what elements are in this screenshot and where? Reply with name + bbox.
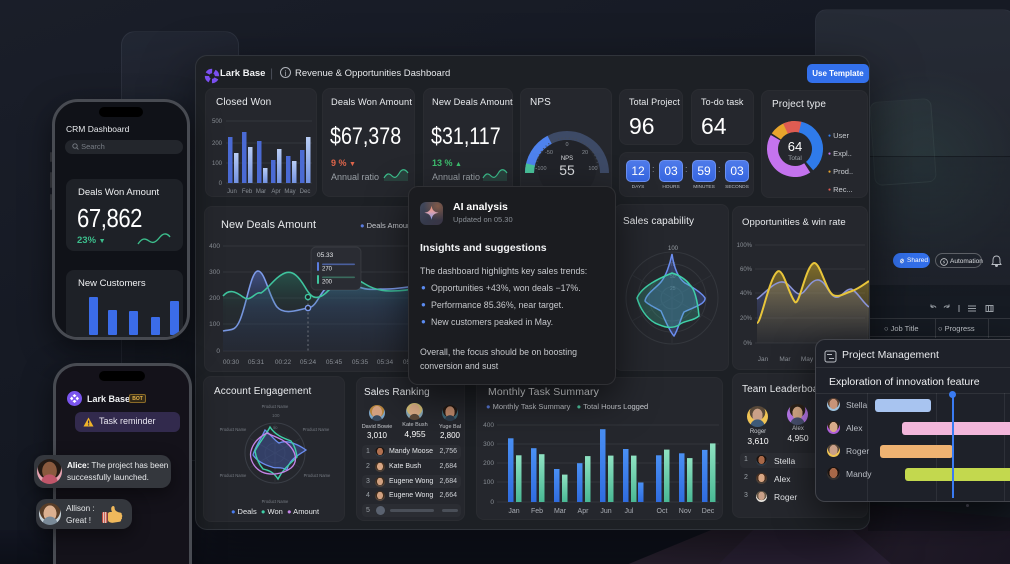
svg-text:100: 100: [668, 246, 679, 252]
svg-text:40%: 40%: [740, 291, 753, 297]
svg-text:0: 0: [565, 142, 568, 148]
svg-text:0%: 0%: [743, 341, 752, 347]
svg-text:100: 100: [483, 479, 494, 486]
svg-text:-100: -100: [535, 166, 546, 172]
svg-text:Dec: Dec: [702, 508, 715, 515]
svg-text:Product Name: Product Name: [262, 404, 289, 409]
svg-text:05:34: 05:34: [377, 359, 394, 366]
svg-text:Total: Total: [788, 155, 802, 162]
svg-text:200: 200: [322, 280, 333, 286]
svg-text:200: 200: [212, 141, 223, 147]
svg-text:100: 100: [209, 321, 220, 328]
svg-text:Product Name: Product Name: [220, 473, 247, 478]
svg-text:05:35: 05:35: [352, 359, 369, 366]
svg-text:300: 300: [209, 269, 220, 276]
svg-text:Mar: Mar: [779, 356, 791, 363]
svg-text:Product Name: Product Name: [220, 427, 247, 432]
svg-text:-50: -50: [545, 150, 553, 156]
svg-text:May: May: [801, 356, 814, 363]
svg-text:0: 0: [216, 348, 220, 355]
svg-text:Product Name: Product Name: [303, 427, 330, 432]
svg-text:05:45: 05:45: [326, 359, 343, 366]
svg-text:400: 400: [209, 243, 220, 250]
svg-text:400: 400: [483, 422, 494, 429]
svg-text:100%: 100%: [737, 243, 753, 249]
svg-text:64: 64: [788, 139, 802, 154]
svg-text:25: 25: [670, 286, 676, 292]
svg-text:60%: 60%: [740, 267, 753, 273]
svg-text:20%: 20%: [740, 316, 753, 322]
svg-text:05:24: 05:24: [300, 359, 317, 366]
svg-text:Jun: Jun: [600, 508, 611, 515]
svg-text:100: 100: [272, 413, 280, 418]
svg-text:200: 200: [483, 460, 494, 467]
svg-text:Dec: Dec: [300, 189, 311, 195]
svg-text:0: 0: [490, 499, 494, 506]
svg-text:00:22: 00:22: [275, 359, 292, 366]
svg-text:Mar: Mar: [554, 508, 567, 515]
svg-text:05:31: 05:31: [248, 359, 265, 366]
svg-text:Product Name: Product Name: [262, 499, 289, 504]
svg-text:Oct: Oct: [657, 508, 668, 515]
svg-text:Feb: Feb: [242, 189, 253, 195]
svg-text:Jul: Jul: [625, 508, 634, 515]
svg-text:Jan: Jan: [758, 356, 769, 363]
svg-text:Mar: Mar: [256, 189, 266, 195]
svg-text:Jun: Jun: [227, 189, 237, 195]
svg-text:500: 500: [212, 119, 223, 125]
svg-text:55: 55: [559, 162, 575, 178]
svg-text:20: 20: [582, 150, 588, 156]
svg-text:00:30: 00:30: [223, 359, 240, 366]
svg-text:Product Name: Product Name: [304, 473, 331, 478]
svg-text:300: 300: [483, 441, 494, 448]
svg-text:200: 200: [209, 295, 220, 302]
svg-text:75: 75: [670, 262, 676, 268]
svg-text:05.33: 05.33: [317, 252, 334, 259]
svg-text:270: 270: [322, 267, 333, 273]
svg-text:Nov: Nov: [679, 508, 692, 515]
svg-text:NPS: NPS: [561, 156, 573, 162]
svg-text:Apr: Apr: [271, 189, 280, 195]
svg-text:0: 0: [219, 181, 223, 187]
svg-text:100: 100: [588, 166, 597, 172]
svg-text:Apr: Apr: [578, 508, 590, 515]
svg-text:50: 50: [670, 274, 676, 280]
svg-text:Feb: Feb: [531, 508, 543, 515]
svg-text:50: 50: [273, 425, 278, 430]
svg-text:May: May: [284, 189, 295, 195]
svg-text:100: 100: [212, 161, 223, 167]
svg-text:Jan: Jan: [508, 508, 519, 515]
